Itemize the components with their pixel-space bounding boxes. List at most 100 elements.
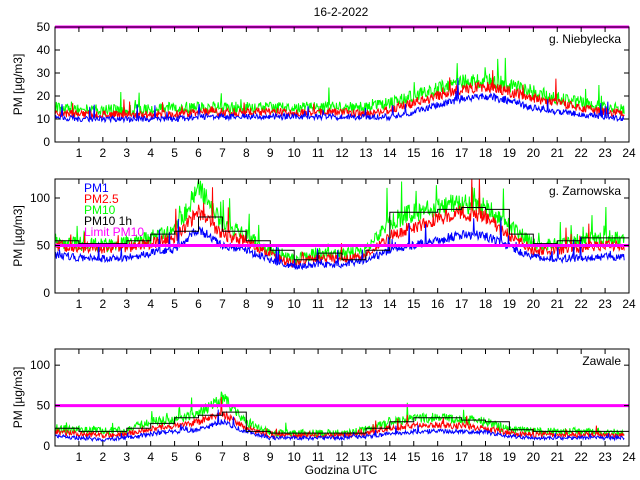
x-tick-label: 13 bbox=[359, 450, 373, 464]
x-tick-label: 14 bbox=[383, 450, 397, 464]
x-tick-label: 6 bbox=[195, 146, 202, 160]
x-tick-label: 15 bbox=[407, 297, 421, 311]
x-tick-label: 16 bbox=[431, 297, 445, 311]
x-tick-label: 3 bbox=[123, 297, 130, 311]
chart-panel-1: 1 2 3 4 5 6 7 8 9 10 11 12 13 14 15 16 17 18 19 20 21 22 23 240… bbox=[11, 20, 636, 160]
x-tick-label: 19 bbox=[503, 146, 517, 160]
x-tick-label: 15 bbox=[407, 146, 421, 160]
x-tick-label: 7 bbox=[219, 297, 226, 311]
plot-frame bbox=[54, 26, 630, 143]
x-tick-label: 20 bbox=[527, 297, 541, 311]
x-tick-label: 5 bbox=[171, 450, 178, 464]
x-tick-label: 1 bbox=[76, 450, 83, 464]
y-axis-label: PM [µg/m3] bbox=[11, 54, 25, 116]
x-tick-label: 1 bbox=[76, 146, 83, 160]
legend-entry: PM2.5 bbox=[84, 192, 119, 206]
series-pm1-line bbox=[55, 217, 625, 271]
x-tick-label: 8 bbox=[243, 450, 250, 464]
y-tick-label: 10 bbox=[37, 112, 51, 126]
x-tick-label: 24 bbox=[622, 450, 636, 464]
x-tick-label: 4 bbox=[147, 450, 154, 464]
x-tick-label: 10 bbox=[287, 297, 301, 311]
x-tick-label: 22 bbox=[574, 297, 588, 311]
station-title: g. Niebylecka bbox=[549, 32, 621, 46]
x-tick-label: 11 bbox=[312, 450, 325, 464]
x-tick-label: 6 bbox=[195, 297, 202, 311]
x-tick-label: 7 bbox=[219, 146, 226, 160]
x-tick-label: 10 bbox=[287, 450, 301, 464]
x-tick-label: 13 bbox=[359, 146, 373, 160]
legend-entry: PM10 1h bbox=[84, 214, 132, 228]
x-tick-label: 1 bbox=[76, 297, 83, 311]
x-tick-label: 2 bbox=[99, 146, 106, 160]
x-tick-label: 17 bbox=[455, 297, 469, 311]
x-tick-label: 8 bbox=[243, 297, 250, 311]
x-tick-label: 12 bbox=[335, 297, 349, 311]
x-tick-label: 15 bbox=[407, 450, 421, 464]
x-tick-label: 4 bbox=[147, 146, 154, 160]
x-tick-label: 3 bbox=[123, 146, 130, 160]
legend-entry: PM10 bbox=[84, 203, 116, 217]
x-tick-label: 6 bbox=[195, 450, 202, 464]
x-tick-label: 13 bbox=[359, 297, 373, 311]
station-title: g. Zarnowska bbox=[549, 184, 621, 198]
figure-date-title: 16-2-2022 bbox=[314, 5, 369, 19]
x-tick-label: 18 bbox=[479, 297, 493, 311]
series-pm10-1h-step-line bbox=[55, 411, 629, 434]
x-tick-label: 22 bbox=[574, 450, 588, 464]
x-tick-label: 12 bbox=[335, 450, 349, 464]
series-pm1-line bbox=[55, 78, 625, 124]
x-tick-label: 18 bbox=[479, 146, 493, 160]
x-tick-label: 20 bbox=[527, 146, 541, 160]
y-tick-label: 0 bbox=[43, 286, 50, 300]
x-tick-label: 5 bbox=[171, 297, 178, 311]
x-tick-label: 7 bbox=[219, 450, 226, 464]
x-tick-label: 23 bbox=[598, 146, 612, 160]
y-tick-label: 100 bbox=[30, 358, 50, 372]
chart-panel-3: 1 2 3 4 5 6 7 8 9 10 11 12 13 14 15 16 17 18 19 20 21 22 23 240… bbox=[11, 348, 636, 464]
y-tick-label: 30 bbox=[37, 66, 51, 80]
series-pm25-line bbox=[55, 70, 625, 120]
x-tick-label: 19 bbox=[503, 450, 517, 464]
x-tick-label: 18 bbox=[479, 450, 493, 464]
x-tick-label: 10 bbox=[287, 146, 301, 160]
legend-entry: PM1 bbox=[84, 181, 109, 195]
series-pm10-line bbox=[55, 391, 625, 439]
x-tick-label: 14 bbox=[383, 297, 397, 311]
chart-panels: 1 2 3 4 5 6 7 8 9 10 11 12 13 14 15 16 17 18 19 20 21 22 23 240… bbox=[11, 20, 636, 464]
figure-x-axis-label: Godzina UTC bbox=[305, 463, 378, 477]
x-tick-label: 11 bbox=[312, 146, 325, 160]
x-tick-label: 19 bbox=[503, 297, 517, 311]
y-tick-label: 20 bbox=[37, 89, 51, 103]
x-tick-label: 24 bbox=[622, 146, 636, 160]
x-tick-label: 2 bbox=[99, 297, 106, 311]
x-tick-label: 8 bbox=[243, 146, 250, 160]
x-tick-label: 9 bbox=[267, 450, 274, 464]
x-tick-label: 16 bbox=[431, 146, 445, 160]
series-pm25-line bbox=[55, 396, 625, 440]
x-tick-label: 17 bbox=[455, 450, 469, 464]
x-tick-label: 9 bbox=[267, 146, 274, 160]
y-axis-label: PM [µg/m3] bbox=[11, 367, 25, 429]
series-pm1-line bbox=[55, 409, 625, 442]
x-tick-label: 21 bbox=[551, 146, 565, 160]
y-tick-label: 0 bbox=[43, 135, 50, 149]
x-tick-label: 24 bbox=[622, 297, 636, 311]
x-tick-label: 4 bbox=[147, 297, 154, 311]
x-tick-label: 22 bbox=[574, 146, 588, 160]
x-tick-label: 5 bbox=[171, 146, 178, 160]
x-tick-label: 21 bbox=[551, 450, 565, 464]
y-tick-label: 50 bbox=[37, 20, 51, 34]
y-tick-label: 0 bbox=[43, 439, 50, 453]
x-tick-label: 12 bbox=[335, 146, 349, 160]
y-tick-label: 50 bbox=[37, 239, 51, 253]
chart-panel-2: 1 2 3 4 5 6 7 8 9 10 11 12 13 14 15 16 17 18 19 20 21 22 23 240… bbox=[11, 178, 636, 311]
x-tick-label: 16 bbox=[431, 450, 445, 464]
x-tick-label: 3 bbox=[123, 450, 130, 464]
y-tick-label: 40 bbox=[37, 43, 51, 57]
x-tick-label: 14 bbox=[383, 146, 397, 160]
x-tick-label: 9 bbox=[267, 297, 274, 311]
x-tick-label: 20 bbox=[527, 450, 541, 464]
y-tick-label: 100 bbox=[30, 191, 50, 205]
